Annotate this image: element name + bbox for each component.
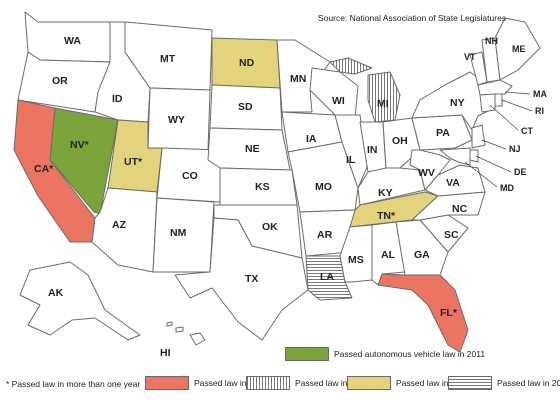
label-nm: NM: [170, 227, 187, 239]
leader-nj: [481, 139, 507, 150]
leader-ma: [504, 91, 531, 95]
label-oh: OH: [392, 135, 408, 147]
label-tx: TX: [245, 273, 258, 285]
leader-ri: [501, 99, 533, 112]
state-wv: [409, 149, 451, 191]
footnote: * Passed law in more than one year: [6, 379, 141, 389]
label-va: VA: [446, 177, 460, 189]
map-source: Source: National Association of State Le…: [318, 13, 507, 23]
legend-2013: Passed law in 2013: [246, 376, 369, 390]
label-co: CO: [182, 170, 198, 182]
leader-de: [475, 155, 512, 173]
label-nh: NH: [485, 36, 498, 46]
legend-swatch-2011: [285, 347, 329, 361]
label-wv: WV: [418, 167, 435, 179]
label-il: IL: [346, 154, 356, 166]
state-il: [334, 114, 369, 189]
label-ms: MS: [348, 254, 364, 266]
label-wi: WI: [332, 95, 345, 107]
label-pa: PA: [436, 127, 450, 139]
label-mn: MN: [290, 73, 306, 85]
legend-2011: Passed autonomous vehicle law in 2011: [285, 347, 485, 361]
label-ut: UT*: [124, 156, 143, 168]
label-mo: MO: [315, 181, 332, 193]
label-sc: SC: [444, 229, 459, 241]
label-mt: MT: [160, 53, 176, 65]
label-ak: AK: [48, 287, 64, 299]
label-nc: NC: [452, 203, 468, 215]
label-me: ME: [512, 44, 526, 54]
legend-swatch-2015: [347, 376, 391, 390]
label-ar: AR: [317, 229, 333, 241]
legend-2016: Passed law in 2016: [448, 376, 560, 390]
label-hi: HI: [160, 347, 171, 359]
label-wa: WA: [64, 35, 81, 47]
label-az: AZ: [112, 219, 127, 231]
label-ri: RI: [535, 106, 544, 116]
label-nd: ND: [239, 57, 255, 69]
label-ks: KS: [255, 181, 270, 193]
state-nv: [49, 107, 119, 215]
state-fl: [377, 273, 469, 353]
leader-ct: [489, 104, 519, 131]
state-nj: [471, 124, 486, 149]
label-la: LA: [320, 271, 334, 283]
label-ct: CT: [521, 126, 533, 136]
state-mi: [367, 71, 401, 123]
state-hi-2: [175, 326, 184, 333]
state-mi-up: [329, 57, 373, 75]
legend-swatch-2012: [145, 376, 189, 390]
label-ky: KY: [378, 187, 393, 199]
label-ma: MA: [533, 89, 547, 99]
label-md: MD: [500, 183, 514, 193]
label-in: IN: [367, 144, 378, 156]
label-ok: OK: [262, 221, 278, 233]
legend-label-2013: Passed law in 2013: [295, 378, 369, 388]
legend-2015: Passed law in 2015: [347, 376, 470, 390]
state-md: [439, 147, 471, 166]
legend-label-2012: Passed law in 2012: [194, 378, 268, 388]
legend-label-2015: Passed law in 2015: [396, 378, 470, 388]
label-mi: MI: [377, 98, 389, 110]
legend-swatch-2013: [246, 376, 290, 390]
label-or: OR: [52, 75, 68, 87]
state-ri: [494, 93, 503, 107]
legend-2012: Passed law in 2012: [145, 376, 268, 390]
label-nj: NJ: [509, 144, 521, 154]
label-tn: TN*: [377, 210, 396, 222]
leader-md: [464, 161, 498, 188]
label-ia: IA: [306, 133, 317, 145]
label-ny: NY: [450, 97, 465, 109]
label-ne: NE: [245, 143, 260, 155]
state-wi: [309, 67, 359, 119]
legend-label-2016: Passed law in 2016: [497, 378, 560, 388]
label-fl: FL*: [440, 307, 458, 319]
label-nv: NV*: [70, 139, 90, 151]
legend-swatch-2016: [448, 376, 492, 390]
label-ca: CA*: [34, 163, 54, 175]
state-ct: [479, 93, 496, 113]
label-id: ID: [112, 93, 123, 105]
state-ak: [19, 261, 141, 341]
state-hi: [189, 332, 206, 346]
legend-label-2011: Passed autonomous vehicle law in 2011: [334, 349, 486, 359]
label-de: DE: [514, 167, 527, 177]
label-sd: SD: [238, 101, 253, 113]
label-wy: WY: [168, 114, 185, 126]
label-ga: GA: [414, 249, 430, 261]
label-al: AL: [381, 249, 396, 261]
state-oh: [382, 117, 421, 169]
state-tx: [174, 217, 309, 341]
state-hi-3: [166, 321, 173, 327]
label-vt: VT: [464, 52, 476, 62]
state-ma: [477, 79, 513, 96]
